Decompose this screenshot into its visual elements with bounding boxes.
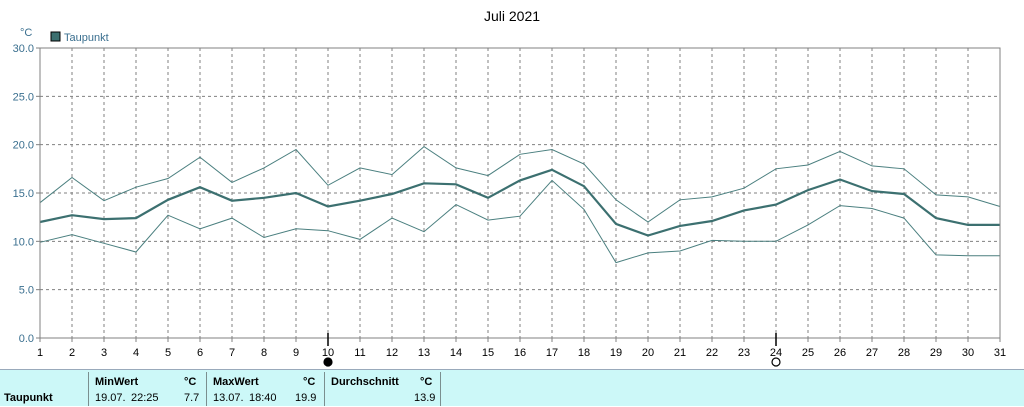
x-tick-label: 26 [834,347,846,359]
min-stat-value: 7.7 [184,392,200,404]
x-tick-label: 1 [37,347,43,359]
x-tick-label: 20 [642,347,654,359]
y-unit-label: °C [20,27,32,39]
avg-stat-value: 13.9 [414,392,436,404]
x-tick-label: 18 [578,347,590,359]
max-stat-time: 18:40 [249,392,277,404]
x-tick-label: 21 [674,347,686,359]
min-stat-time: 22:25 [131,392,159,404]
min-stat-cell: MinWert °C 19.07. 22:25 7.7 [89,370,206,407]
x-tick-label: 30 [962,347,974,359]
max-stat-title: MaxWert [213,376,259,388]
x-tick-label: 13 [418,347,430,359]
max-stat-cell: MaxWert °C 13.07. 18:40 19.9 [207,370,324,407]
x-axis-ticks: 1 2 3 4 5 6 7 8 9 10 11 12 13 14 15 16 17 18 19 20 21 22 23 24 2… [37,338,1006,359]
series-line-mean [39,168,1000,237]
legend-swatch [50,31,61,42]
x-tick-label: 19 [610,347,622,359]
full-moon-icon [771,357,781,367]
stats-row-label: Taupunkt [4,392,53,404]
statistics-panel: Taupunkt MinWert °C 19.07. 22:25 7.7 Max… [0,369,1024,406]
x-tick-label: 24 [770,347,782,359]
min-stat-unit: °C [184,376,197,388]
min-stat-title: MinWert [95,376,139,388]
plot-area-frame [39,47,1001,339]
x-tick-label: 14 [450,347,462,359]
legend-label: Taupunkt [64,32,109,44]
x-tick-label: 3 [101,347,107,359]
x-tick-label: 6 [197,347,203,359]
y-tick-label: 5.0 [19,285,34,297]
series-line-max [39,145,1001,223]
moon-phases [323,333,781,367]
x-tick-label: 8 [261,347,267,359]
series-line-min [39,179,1000,264]
x-tick-label: 2 [69,347,75,359]
x-tick-label: 29 [930,347,942,359]
x-tick-label: 25 [802,347,814,359]
x-tick-label: 22 [706,347,718,359]
y-tick-label: 10.0 [13,236,34,248]
avg-stat-unit: °C [420,376,433,388]
min-stat-date: 19.07. [95,392,126,404]
dewpoint-chart: Juli 2021 °C Taupunkt 0.05.010.015.020.0… [13,8,1006,367]
max-stat-date: 13.07. [213,392,244,404]
series-lines [39,145,1001,264]
avg-stat-title: Durchschnitt [331,376,399,388]
x-tick-label: 27 [866,347,878,359]
y-tick-label: 30.0 [13,43,34,55]
x-tick-label: 23 [738,347,750,359]
stats-row-label-cell: Taupunkt [0,370,88,407]
x-tick-label: 10 [322,347,334,359]
x-tick-label: 28 [898,347,910,359]
x-tick-label: 5 [165,347,171,359]
x-tick-label: 15 [482,347,494,359]
max-stat-unit: °C [303,376,316,388]
y-axis-ticks: 0.0 5.0 10.0 15.0 20.0 25.0 30.0 [13,43,40,345]
x-tick-label: 11 [354,347,365,359]
x-tick-label: 17 [546,347,558,359]
x-tick-label: 31 [994,347,1006,359]
x-tick-label: 4 [133,347,139,359]
max-stat-value: 19.9 [295,392,317,404]
y-tick-label: 0.0 [19,333,34,345]
new-moon-icon [323,357,333,367]
chart-title: Juli 2021 [484,8,540,24]
x-tick-label: 7 [229,347,235,359]
x-tick-label: 12 [386,347,398,359]
y-tick-label: 15.0 [13,188,34,200]
y-tick-label: 25.0 [13,91,34,103]
x-tick-label: 9 [293,347,299,359]
y-tick-label: 20.0 [13,140,34,152]
avg-stat-cell: Durchschnitt °C 13.9 [325,370,440,407]
x-tick-label: 16 [514,347,526,359]
